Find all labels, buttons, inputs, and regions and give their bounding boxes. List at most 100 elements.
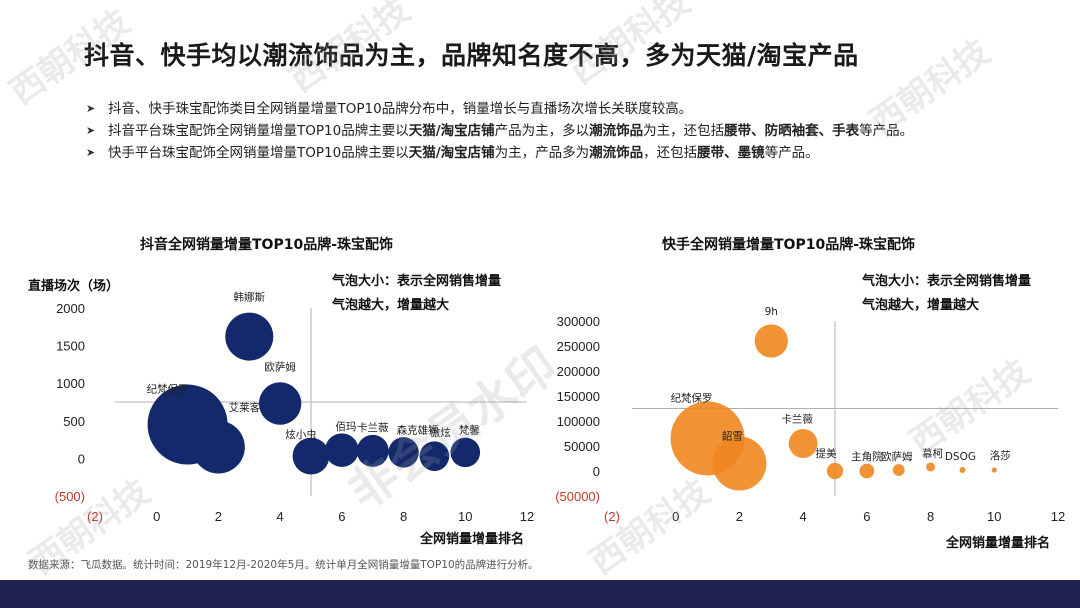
y-tick-label: (50000) [555,489,600,504]
page-title: 抖音、快手均以潮流饰品为主，品牌知名度不高，多为天猫/淘宝产品 [84,41,859,70]
bullet-text: 腰带、防晒袖套、手表 [724,123,860,139]
bullet-text: 为主，还包括 [643,123,725,139]
bubble-label: 9h [765,306,778,318]
bullet-text: 天猫/淘宝店铺 [408,123,495,139]
chart1-title: 抖音全网销量增量TOP10品牌-珠宝配饰 [140,237,394,253]
bubble [991,467,997,473]
bullet-text: 等产品。 [764,145,819,161]
y-tick-label: 200000 [557,364,600,379]
bullet-arrow-icon: ➤ [86,146,96,159]
bubble-label: 艾莱客 [229,401,261,414]
chart1-note-line-2: 气泡越大，增量越大 [332,298,450,313]
x-tick-label: 10 [458,509,472,524]
bullet-text: 抖音平台珠宝配饰全网销量增量TOP10品牌主要以 [108,123,409,139]
bullet-item: ➤ 抖音、快手珠宝配饰类目全网销量增量TOP10品牌分布中，销量增长与直播场次增长… [86,98,1008,120]
bubble [450,437,481,468]
chart2-note-line-1: 气泡大小：表示全网销售增量 [862,274,1032,289]
bubble-label: 卡兰薇 [781,413,813,426]
chart1-note-line-1: 气泡大小：表示全网销售增量 [332,274,502,289]
x-tick-label: 0 [153,509,160,524]
y-tick-label: 2000 [56,301,85,316]
bubble [826,462,844,480]
chart1-note: 气泡大小：表示全网销售增量 气泡越大，增量越大 [332,270,501,318]
y-tick-label: 1000 [56,376,85,391]
chart2-note: 气泡大小：表示全网销售增量 气泡越大，增量越大 [862,270,1031,318]
y-tick-label: 250000 [557,339,600,354]
bubble-label: 主角院 [851,450,883,463]
bullet-list: ➤ 抖音、快手珠宝配饰类目全网销量增量TOP10品牌分布中，销量增长与直播场次增长… [86,98,1008,164]
bubble-label: 傲炫 [430,426,451,439]
bullet-item: ➤ 抖音平台珠宝配饰全网销量增量TOP10品牌主要以天猫/淘宝店铺产品为主，多以潮… [86,120,1008,142]
x-tick-label: 12 [520,509,534,524]
bubble [192,420,245,474]
bullet-text: 腰带、墨镜 [697,145,765,161]
x-tick-label: 8 [927,509,934,524]
bubble-label: 卡兰薇 [357,421,389,434]
bubble [754,324,788,358]
y-tick-label: 1500 [56,339,85,354]
bubble-label: 梵馨 [459,423,480,436]
bubble-label: 韶雪 [722,430,743,443]
y-tick-label: 500 [63,414,85,429]
bubble [356,434,389,467]
y-tick-label: 300000 [557,314,600,329]
bubble [859,463,875,479]
bullet-text: 为主，产品多为 [494,145,590,161]
y-tick-label: 0 [78,451,85,466]
bubble [225,312,274,361]
bubble [892,464,905,476]
bubble-label: 佰玛 [335,420,356,433]
bubble-label: 森克雄狮 [397,423,439,436]
bubble [258,382,302,425]
bubble-label: 纪梵保罗 [147,383,189,396]
bubble-label: 欧萨姆 [264,361,296,374]
bubble-label: 炫小虫 [285,428,317,441]
bubble [388,437,419,468]
x-tick-label: (2) [604,509,620,524]
footer-bar [0,580,1080,608]
y-tick-label: 100000 [557,414,600,429]
bullet-arrow-icon: ➤ [86,102,96,115]
bubble [959,467,966,473]
y-tick-label: 150000 [557,389,600,404]
bubble [788,429,818,458]
bubble [712,436,767,491]
bubble-label: 韩娜斯 [234,291,266,304]
bullet-text: 快手平台珠宝配饰全网销量增量TOP10品牌主要以 [108,145,409,161]
bubble-label: 慕柯 [922,447,943,460]
bullet-text: 等产品。 [859,123,914,139]
chart2-xlabel: 全网销量增量排名 [946,536,1051,551]
bubble [419,441,450,471]
bullet-text: 潮流饰品 [589,145,644,161]
y-tick-label: (500) [55,489,85,504]
bubble [926,462,936,472]
bubble [292,437,330,475]
x-tick-label: 2 [215,509,222,524]
source-note: 数据来源：飞瓜数据。统计时间：2019年12月-2020年5月。统计单月全网销量… [28,559,539,571]
y-tick-label: 50000 [564,439,600,454]
chart2-title: 快手全网销量增量TOP10品牌-珠宝配饰 [662,237,916,253]
chart1-xlabel: 全网销量增量排名 [420,532,525,547]
bullet-text: ，还包括 [643,145,698,161]
x-tick-label: 4 [277,509,284,524]
x-tick-label: 2 [736,509,743,524]
x-tick-label: 10 [987,509,1001,524]
bullet-text: 天猫/淘宝店铺 [408,145,495,161]
x-tick-label: 8 [400,509,407,524]
y-tick-label: 0 [593,464,600,479]
bullet-text: 产品为主，多以 [494,123,590,139]
x-tick-label: (2) [87,509,103,524]
bullet-item: ➤ 快手平台珠宝配饰全网销量增量TOP10品牌主要以天猫/淘宝店铺为主，产品多为潮… [86,142,1008,164]
bubble-label: 欧萨姆 [881,450,913,463]
x-tick-label: 12 [1051,509,1065,524]
x-tick-label: 6 [338,509,345,524]
bubble-label: 纪梵保罗 [671,392,713,405]
bullet-arrow-icon: ➤ [86,124,96,137]
bullet-text: 潮流饰品 [589,123,644,139]
bubble [325,433,359,467]
bubble-label: 洛莎 [990,449,1011,462]
bubble-label: DSOG [945,451,976,463]
chart1-ylabel: 直播场次（场） [28,279,120,294]
x-tick-label: 0 [672,509,679,524]
